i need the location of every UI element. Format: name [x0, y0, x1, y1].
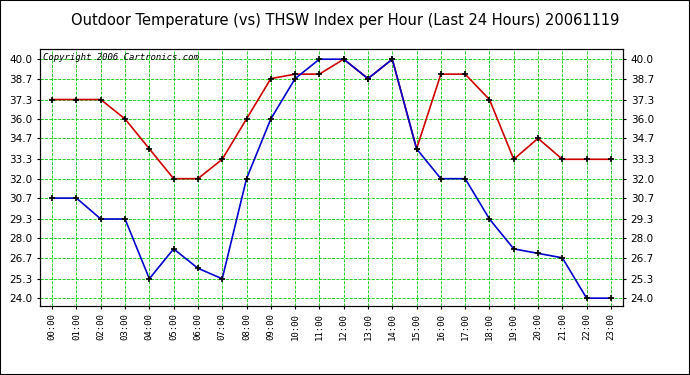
Text: Copyright 2006 Cartronics.com: Copyright 2006 Cartronics.com: [43, 53, 199, 62]
Text: Outdoor Temperature (vs) THSW Index per Hour (Last 24 Hours) 20061119: Outdoor Temperature (vs) THSW Index per …: [71, 13, 619, 28]
